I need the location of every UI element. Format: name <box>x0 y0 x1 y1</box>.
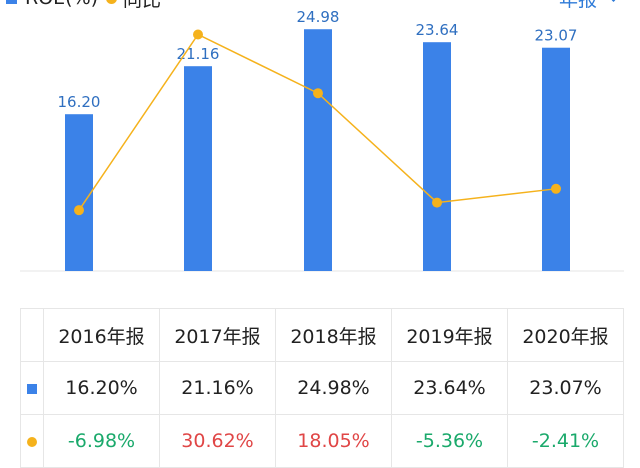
period-selector[interactable]: 年报 <box>559 0 620 12</box>
bar-value-label: 24.98 <box>297 8 340 26</box>
roe-cell: 24.98% <box>275 361 392 415</box>
roe-bar[interactable] <box>304 29 332 272</box>
roe-legend-label: ROE(%) <box>25 0 98 9</box>
roe-bar[interactable] <box>542 47 570 271</box>
roe-row-swatch <box>27 383 37 394</box>
data-table: 2016年报 2017年报 2018年报 2019年报 2020年报 16.20… <box>20 308 624 468</box>
yoy-cell: -2.41% <box>507 414 624 468</box>
yoy-cell: 18.05% <box>275 414 392 468</box>
roe-cell: 21.16% <box>159 361 276 415</box>
yoy-point[interactable] <box>313 88 323 99</box>
header-cell: 2017年报 <box>159 308 276 362</box>
yoy-point[interactable] <box>551 183 561 194</box>
roe-bar[interactable] <box>423 42 451 271</box>
header-cell: 2019年报 <box>391 308 508 362</box>
yoy-point[interactable] <box>74 205 84 216</box>
roe-row: 16.20% 21.16% 24.98% 23.64% 23.07% <box>20 361 624 415</box>
roe-cell: 23.07% <box>507 361 624 415</box>
header-cell: 2016年报 <box>43 308 160 362</box>
roe-row-swatch-cell <box>20 361 44 415</box>
yoy-row-swatch <box>27 436 37 447</box>
yoy-row: -6.98% 30.62% 18.05% -5.36% -2.41% <box>20 414 624 468</box>
yoy-cell: -6.98% <box>43 414 160 468</box>
bar-value-label: 23.64 <box>416 21 459 39</box>
roe-legend-swatch <box>6 0 17 4</box>
yoy-cell: 30.62% <box>159 414 276 468</box>
roe-cell: 23.64% <box>391 361 508 415</box>
roe-chart: 16.20 21.16 24.98 23.64 23.07 <box>20 8 624 272</box>
yoy-legend-swatch <box>106 0 118 4</box>
roe-bar[interactable] <box>65 114 93 271</box>
bar-value-label: 23.07 <box>535 27 578 45</box>
yoy-row-swatch-cell <box>20 414 44 468</box>
header-corner-cell <box>20 308 44 362</box>
period-selector-label: 年报 <box>559 0 597 12</box>
header-cell: 2020年报 <box>507 308 624 362</box>
table-header-row: 2016年报 2017年报 2018年报 2019年报 2020年报 <box>20 308 624 362</box>
bar-value-label: 16.20 <box>58 93 101 111</box>
roe-cell: 16.20% <box>43 361 160 415</box>
yoy-point[interactable] <box>193 29 203 40</box>
yoy-point[interactable] <box>432 197 442 208</box>
legend: ROE(%) 同比 <box>0 0 161 12</box>
header-cell: 2018年报 <box>275 308 392 362</box>
yoy-legend-label: 同比 <box>123 0 161 12</box>
bar-value-label: 21.16 <box>177 45 220 63</box>
yoy-cell: -5.36% <box>391 414 508 468</box>
roe-bar[interactable] <box>184 66 212 271</box>
